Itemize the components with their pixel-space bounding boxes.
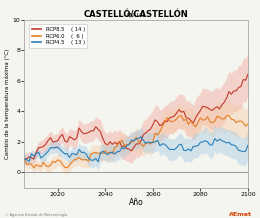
Text: © Agencia Estatal de Meteorología: © Agencia Estatal de Meteorología [5,213,67,217]
Title: CASTELLÓ/CASTELLÓN: CASTELLÓ/CASTELLÓN [84,11,188,20]
X-axis label: Año: Año [129,198,144,207]
Text: AEmet: AEmet [229,212,252,217]
Text: ANUAL: ANUAL [126,13,147,18]
Y-axis label: Cambio de la temperatura máxima (°C): Cambio de la temperatura máxima (°C) [4,49,10,159]
Legend: RCP8.5    ( 14 ), RCP6.0    (  6 ), RCP4.5    ( 13 ): RCP8.5 ( 14 ), RCP6.0 ( 6 ), RCP4.5 ( 13… [29,24,87,48]
